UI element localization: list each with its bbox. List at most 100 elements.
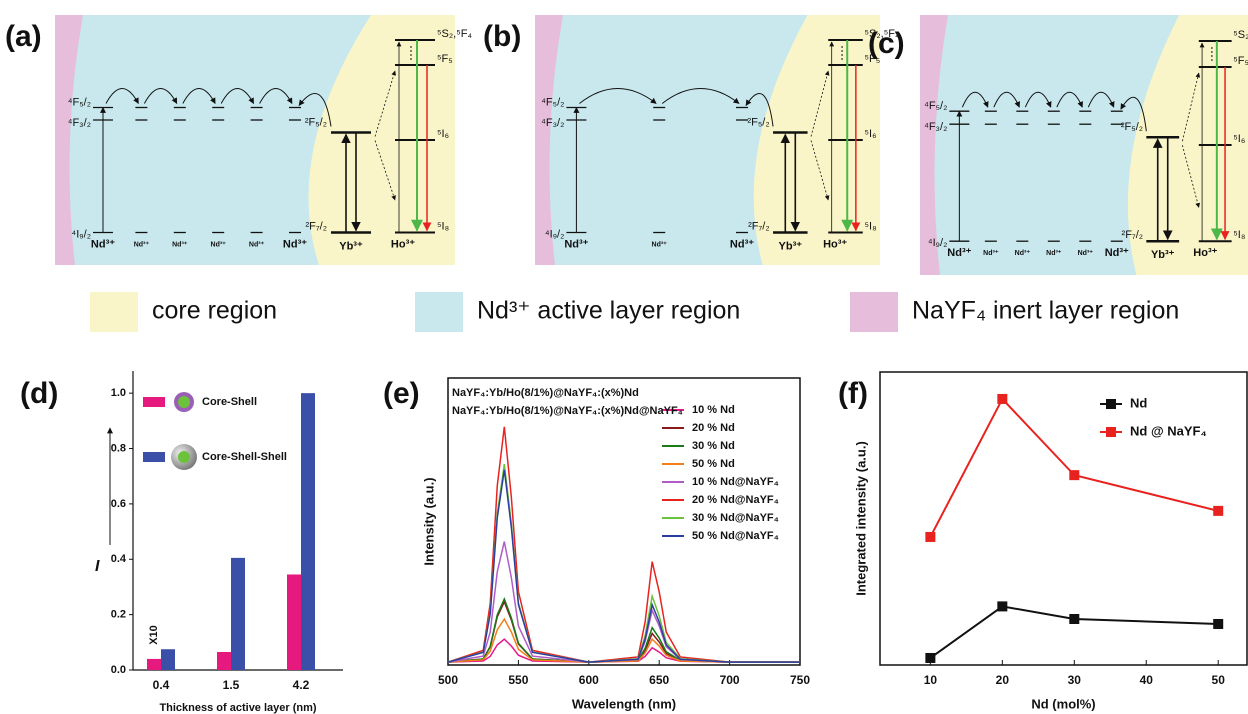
level-label: ²F₇/₂	[748, 220, 770, 232]
legend-label: 10 % Nd	[692, 404, 735, 416]
panel-label: (c)	[868, 27, 905, 60]
ion-label: Nd³⁺	[249, 241, 265, 248]
x-tick-label: 550	[508, 673, 528, 687]
x-tick-label: 10	[924, 673, 938, 687]
level-label: ⁴F₅/₂	[541, 96, 564, 108]
legend-swatch	[143, 452, 165, 462]
panel-label: (e)	[383, 377, 420, 410]
level-label: ⁵I₆	[864, 128, 876, 140]
annotation: X10	[148, 625, 160, 645]
level-label: ⁵I₆	[437, 128, 449, 140]
panel-label: (a)	[5, 20, 42, 53]
transfer-arrow	[298, 93, 332, 127]
legend-label: 30 % Nd	[692, 440, 735, 452]
series-line	[929, 605, 1219, 659]
bar	[161, 649, 175, 670]
panel-label: (d)	[20, 377, 58, 410]
ion-label: Ho³⁺	[823, 238, 847, 250]
bar	[287, 574, 301, 670]
level-label: ⁵I₈	[437, 220, 449, 232]
ion-label: Nd³⁺	[564, 238, 588, 250]
ion-label: Nd³⁺	[1015, 250, 1031, 257]
ion-label: Yb³⁺	[1151, 249, 1175, 261]
x-axis-label: Thickness of active layer (nm)	[159, 702, 316, 714]
series-line	[447, 617, 800, 663]
x-tick-label: 600	[579, 673, 599, 687]
bar	[147, 658, 161, 670]
series-line	[447, 599, 800, 663]
level-line	[810, 70, 830, 137]
legend-label: 20 % Nd@NaYF₄	[692, 494, 779, 506]
legend-marker	[1106, 427, 1116, 437]
x-tick-label: 0.4	[153, 678, 170, 692]
marker	[1069, 613, 1080, 624]
y-tick-label: 0.6	[111, 498, 126, 510]
y-tick-label: 0.8	[111, 442, 126, 454]
y-axis-label: Integrated intensity (a.u.)	[853, 441, 868, 596]
level-label: ²F₇/₂	[306, 220, 328, 232]
marker	[997, 393, 1008, 404]
legend-label: Core-Shell-Shell	[202, 451, 287, 463]
level-label: ⁵I₈	[864, 220, 876, 232]
y-axis-label: I	[95, 558, 100, 575]
ion-label: Nd³⁺	[283, 238, 307, 250]
ion-label: Nd³⁺	[134, 241, 150, 248]
level-label: ⁵S₂,⁵F	[1233, 29, 1248, 41]
transfer-arrow	[143, 88, 178, 105]
x-tick-label: 650	[649, 673, 669, 687]
level-label: ⁵I₆	[1233, 133, 1245, 145]
y-tick-label: 1.0	[111, 387, 126, 399]
core-region	[308, 15, 455, 265]
legend-icon	[178, 451, 190, 463]
panel-label: (b)	[483, 20, 521, 53]
ion-label: Yb³⁺	[779, 240, 803, 252]
legend-label: Nd @ NaYF₄	[1130, 423, 1207, 438]
level-label: ²F₅/₂	[747, 116, 769, 128]
transfer-arrow	[993, 91, 1020, 108]
transfer-arrow	[259, 88, 293, 105]
level-label: ⁵F₅	[1233, 55, 1248, 67]
transfer-arrow	[105, 88, 139, 105]
legend-icon	[178, 396, 190, 408]
ion-label: Nd³⁺	[91, 238, 115, 250]
y-axis-label: Intensity (a.u.)	[421, 477, 436, 565]
level-label: ⁵S₂,⁵F₄	[437, 28, 473, 40]
transfer-arrow	[1087, 91, 1115, 108]
marker	[1213, 505, 1224, 516]
x-tick-label: 50	[1212, 673, 1226, 687]
plot-frame	[447, 377, 801, 666]
level-line	[374, 70, 397, 137]
level-label: ⁴F₃/₂	[68, 117, 91, 129]
ion-label: Nd³⁺	[211, 241, 227, 248]
x-tick-label: 750	[790, 673, 810, 687]
ion-label: Nd³⁺	[1105, 247, 1129, 259]
marker	[925, 652, 936, 663]
x-tick-label: 40	[1140, 673, 1154, 687]
level-label: ²F₇/₂	[1122, 229, 1144, 241]
level-label: ⁴I₉/₂	[545, 228, 564, 240]
x-axis-label: Wavelength (nm)	[572, 696, 676, 711]
marker	[1213, 618, 1224, 629]
legend-swatch	[90, 292, 138, 332]
level-label: ⁵S₂,⁵F₄	[864, 28, 900, 40]
ion-label: Nd³⁺	[652, 241, 668, 248]
marker	[1069, 470, 1080, 481]
level-label: ⁴F₅/₂	[68, 96, 91, 108]
level-label: ⁵I₈	[1233, 229, 1245, 241]
ion-label: Yb³⁺	[339, 240, 363, 252]
legend-marker	[1106, 399, 1116, 409]
transfer-arrow	[579, 88, 657, 104]
marker	[925, 531, 936, 542]
legend-label: 30 % Nd@NaYF₄	[692, 512, 779, 524]
transfer-arrow	[661, 88, 740, 104]
series-line	[447, 426, 800, 663]
level-label: ⁵F₅	[437, 53, 453, 65]
transfer-arrow	[1024, 91, 1052, 108]
ion-label: Nd³⁺	[1046, 250, 1062, 257]
series-line	[447, 597, 800, 663]
x-tick-label: 20	[996, 673, 1010, 687]
level-label: ²F₅/₂	[1121, 121, 1143, 133]
level-line	[1182, 145, 1201, 208]
transfer-arrow	[220, 88, 255, 105]
